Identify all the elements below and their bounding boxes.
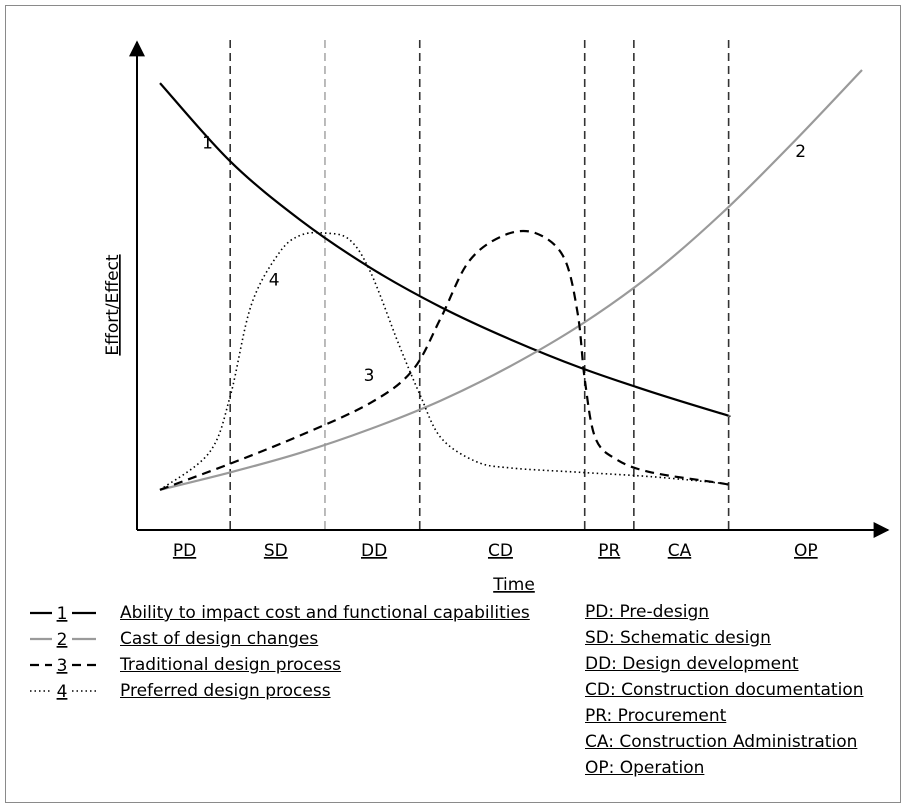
abbreviation-item: CA: Construction Administration — [585, 732, 858, 752]
series-2-label: 2 — [795, 142, 806, 162]
axes — [129, 40, 890, 538]
series-4-label: 4 — [269, 270, 280, 290]
phase-label-pr: PR — [598, 541, 620, 561]
phase-label-cd: CD — [488, 541, 513, 561]
abbreviation-item: CD: Construction documentation — [585, 680, 864, 700]
abbreviation-item: DD: Design development — [585, 654, 799, 674]
phase-label-ca: CA — [668, 541, 692, 561]
figure-frame — [5, 5, 901, 803]
phase-label-op: OP — [794, 541, 818, 561]
legend-number: 1 — [57, 604, 68, 624]
legend-item-3: 3 Traditional design process — [30, 653, 341, 677]
y-axis-label: Effort/Effect — [103, 254, 123, 355]
series-3-label: 3 — [364, 366, 375, 386]
legend-number: 4 — [57, 682, 68, 702]
legend-item-2: 2 Cast of design changes — [30, 627, 318, 651]
legend-label: Ability to impact cost and functional ca… — [120, 603, 530, 623]
abbreviation-item: OP: Operation — [585, 758, 705, 778]
abbreviation-item: PR: Procurement — [585, 706, 727, 726]
legend-swatch: 3 — [30, 656, 96, 676]
phase-label-pd: PD — [173, 541, 196, 561]
phase-label-dd: DD — [361, 541, 387, 561]
legend-item-1: 1 Ability to impact cost and functional c… — [30, 601, 530, 625]
series-2-line — [159, 69, 863, 491]
legend-number: 3 — [57, 656, 68, 676]
series-1-label: 1 — [202, 133, 213, 153]
legend-label: Cast of design changes — [120, 629, 319, 649]
series-4-line — [159, 231, 731, 491]
legend-swatch: 4 — [30, 682, 96, 702]
legend-number: 2 — [57, 630, 68, 650]
legend-label: Preferred design process — [120, 681, 331, 701]
phase-label-sd: SD — [264, 541, 288, 561]
x-axis-label: Time — [492, 575, 535, 595]
phase-boundaries — [229, 40, 730, 530]
legend-label: Traditional design process — [120, 655, 342, 675]
series-layer — [159, 69, 863, 491]
legend-swatch: 1 — [30, 604, 96, 624]
series-1-line — [159, 82, 731, 418]
legend-swatch: 2 — [30, 630, 96, 650]
abbreviation-item: PD: Pre-design — [585, 602, 710, 622]
abbreviation-item: SD: Schematic design — [585, 628, 771, 648]
legend-item-4: 4 Preferred design process — [30, 679, 331, 703]
series-3-line — [159, 229, 731, 491]
label-layer: 1 2 3 4 PD SD DD CD PR CA OP — [173, 133, 818, 561]
